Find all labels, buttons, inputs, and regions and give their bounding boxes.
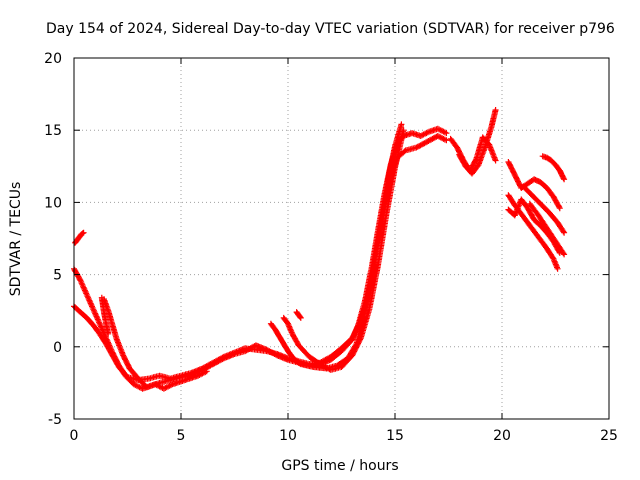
series-track-n — [539, 153, 568, 183]
chart-title: Day 154 of 2024, Sidereal Day-to-day VTE… — [46, 21, 615, 37]
y-tick-label: 15 — [44, 123, 62, 139]
series-track-f — [72, 229, 87, 246]
series-track-m — [505, 192, 561, 272]
plus-markers — [72, 229, 87, 246]
x-tick-label: 15 — [386, 428, 404, 444]
plot-frame — [73, 57, 610, 420]
series-track-e — [280, 127, 407, 373]
plus-markers — [98, 294, 112, 337]
y-tick-label: 10 — [44, 195, 62, 211]
y-tick-label: 20 — [44, 51, 62, 67]
y-tick-label: 5 — [53, 268, 62, 284]
x-axis-label: GPS time / hours — [281, 458, 398, 474]
y-tick-label: -5 — [48, 412, 62, 428]
plus-markers — [456, 107, 499, 177]
plus-markers — [447, 134, 499, 174]
marks-layer — [71, 107, 568, 392]
x-tick-label: 25 — [600, 428, 618, 444]
plus-markers — [293, 309, 304, 321]
y-tick-label: 0 — [53, 340, 62, 356]
series-track-j — [456, 107, 499, 177]
axis-layer: 0 5 10 15 20 25 -5 0 5 10 15 20 — [44, 51, 618, 444]
plus-markers — [280, 127, 407, 373]
series-track-p — [526, 200, 568, 258]
x-tick-label: 10 — [279, 428, 297, 444]
series-track-g — [98, 294, 112, 337]
plus-markers — [505, 192, 561, 272]
x-tick-label: 0 — [70, 428, 79, 444]
plus-markers — [526, 200, 568, 258]
plus-markers — [539, 153, 568, 183]
series-track-o — [520, 183, 568, 236]
plus-markers — [520, 183, 568, 236]
series-track-h — [293, 309, 304, 321]
y-axis-label: SDTVAR / TECUs — [8, 182, 24, 297]
x-tick-label: 5 — [177, 428, 186, 444]
series-track-i — [447, 134, 499, 174]
x-tick-label: 20 — [493, 428, 511, 444]
